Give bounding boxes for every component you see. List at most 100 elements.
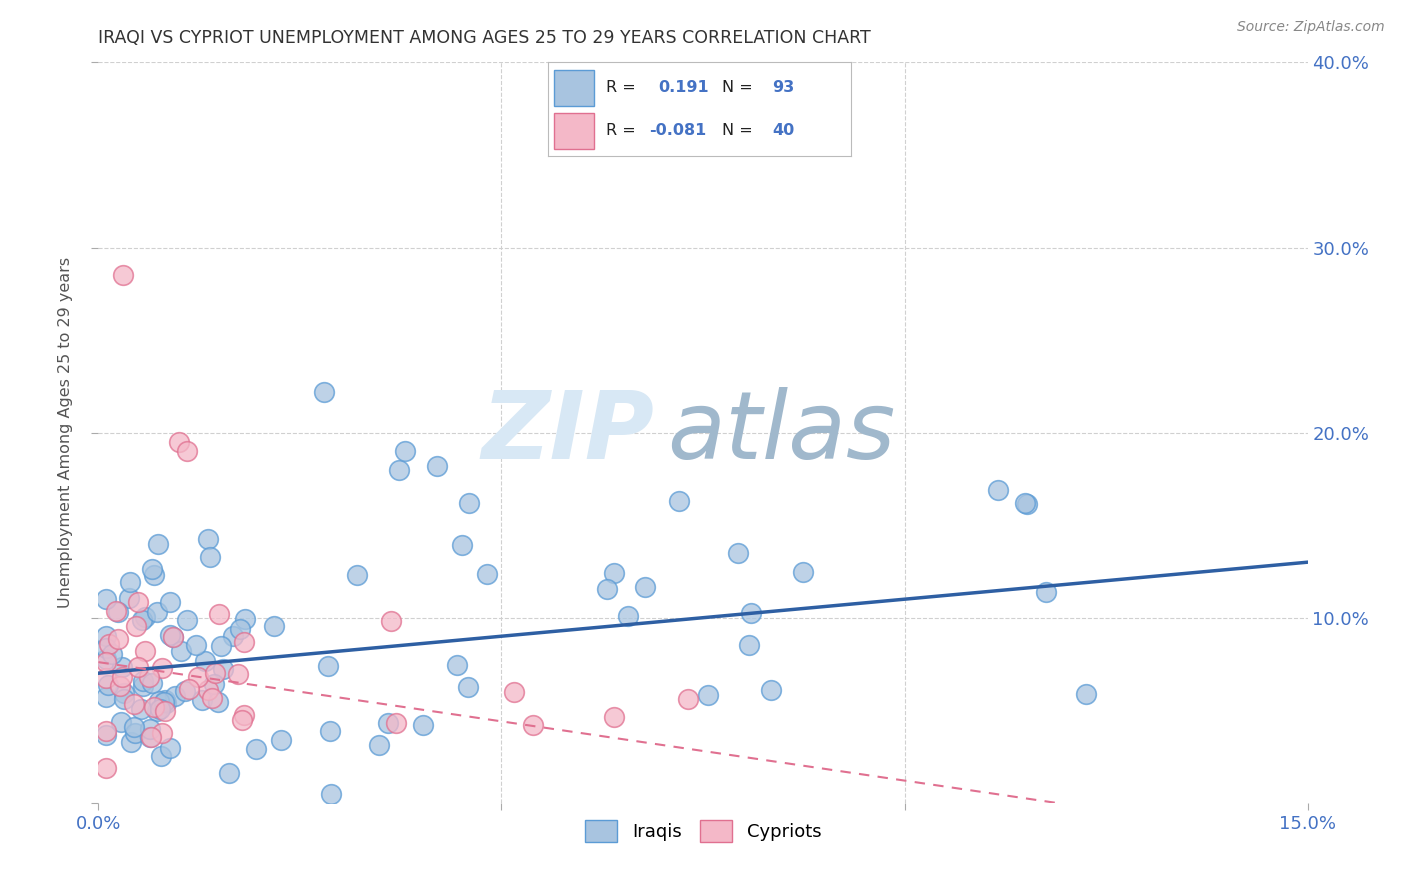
- Point: [96, 652, 118, 666]
- Point: [118, 591, 141, 606]
- Point: [111, 660, 134, 674]
- Text: 93: 93: [772, 80, 794, 95]
- Point: [319, 723, 342, 738]
- Point: [107, 632, 129, 646]
- Point: [143, 700, 166, 714]
- Point: [112, 686, 135, 700]
- Point: [146, 537, 169, 551]
- Point: [169, 644, 191, 658]
- Point: [141, 676, 163, 690]
- Point: [738, 638, 761, 652]
- Point: [96, 761, 118, 775]
- Point: [502, 685, 524, 699]
- Point: [150, 749, 173, 764]
- Point: [194, 654, 217, 668]
- Point: [221, 629, 243, 643]
- Point: [111, 268, 134, 283]
- Text: ZIP: ZIP: [482, 386, 655, 479]
- Point: [101, 647, 124, 661]
- Point: [162, 630, 184, 644]
- Point: [792, 566, 814, 580]
- Point: [118, 575, 141, 590]
- Point: [155, 704, 177, 718]
- Point: [458, 496, 481, 510]
- Point: [145, 704, 167, 718]
- Point: [105, 604, 128, 618]
- Point: [129, 702, 152, 716]
- Point: [174, 684, 197, 698]
- Point: [204, 666, 226, 681]
- Point: [740, 606, 762, 620]
- Point: [112, 692, 135, 706]
- Point: [198, 550, 221, 565]
- Point: [159, 628, 181, 642]
- Point: [96, 640, 118, 655]
- Point: [97, 678, 120, 692]
- Point: [377, 715, 399, 730]
- Text: atlas: atlas: [666, 387, 896, 478]
- Point: [207, 695, 229, 709]
- Point: [127, 595, 149, 609]
- Point: [134, 644, 156, 658]
- Point: [96, 671, 118, 685]
- Point: [522, 718, 544, 732]
- Point: [197, 532, 219, 546]
- FancyBboxPatch shape: [554, 113, 593, 149]
- Text: Source: ZipAtlas.com: Source: ZipAtlas.com: [1237, 20, 1385, 34]
- Point: [145, 605, 167, 619]
- Point: [96, 629, 118, 643]
- Point: [676, 692, 699, 706]
- Point: [759, 682, 782, 697]
- Point: [165, 690, 187, 704]
- Text: N =: N =: [723, 80, 752, 95]
- Point: [125, 619, 148, 633]
- Text: IRAQI VS CYPRIOT UNEMPLOYMENT AMONG AGES 25 TO 29 YEARS CORRELATION CHART: IRAQI VS CYPRIOT UNEMPLOYMENT AMONG AGES…: [98, 29, 872, 47]
- Point: [270, 733, 292, 747]
- Point: [134, 610, 156, 624]
- Point: [127, 660, 149, 674]
- Point: [209, 640, 232, 654]
- Point: [412, 718, 434, 732]
- Point: [159, 595, 181, 609]
- Point: [233, 612, 256, 626]
- Point: [97, 637, 120, 651]
- Point: [122, 697, 145, 711]
- Point: [131, 613, 153, 627]
- Point: [149, 701, 172, 715]
- Point: [368, 739, 391, 753]
- Point: [380, 614, 402, 628]
- Point: [727, 546, 749, 560]
- Point: [1076, 687, 1098, 701]
- Point: [96, 592, 118, 607]
- Point: [617, 609, 640, 624]
- Point: [426, 458, 449, 473]
- Point: [233, 634, 256, 648]
- Point: [316, 659, 339, 673]
- Point: [233, 707, 256, 722]
- Point: [1017, 498, 1039, 512]
- Point: [132, 679, 155, 693]
- Point: [319, 787, 342, 801]
- Point: [346, 567, 368, 582]
- Point: [96, 728, 118, 742]
- Point: [229, 622, 252, 636]
- Point: [139, 731, 162, 745]
- Point: [111, 670, 134, 684]
- Legend: Iraqis, Cypriots: Iraqis, Cypriots: [578, 813, 828, 849]
- Point: [388, 463, 411, 477]
- Point: [208, 607, 231, 622]
- Text: R =: R =: [606, 80, 636, 95]
- Point: [96, 723, 118, 738]
- Point: [159, 740, 181, 755]
- Point: [143, 568, 166, 582]
- Point: [697, 689, 720, 703]
- Point: [162, 630, 184, 644]
- Point: [211, 662, 233, 676]
- Point: [96, 655, 118, 669]
- Point: [138, 670, 160, 684]
- Point: [176, 613, 198, 627]
- Point: [177, 681, 200, 696]
- Text: R =: R =: [606, 123, 636, 138]
- Point: [231, 713, 253, 727]
- Point: [603, 566, 626, 580]
